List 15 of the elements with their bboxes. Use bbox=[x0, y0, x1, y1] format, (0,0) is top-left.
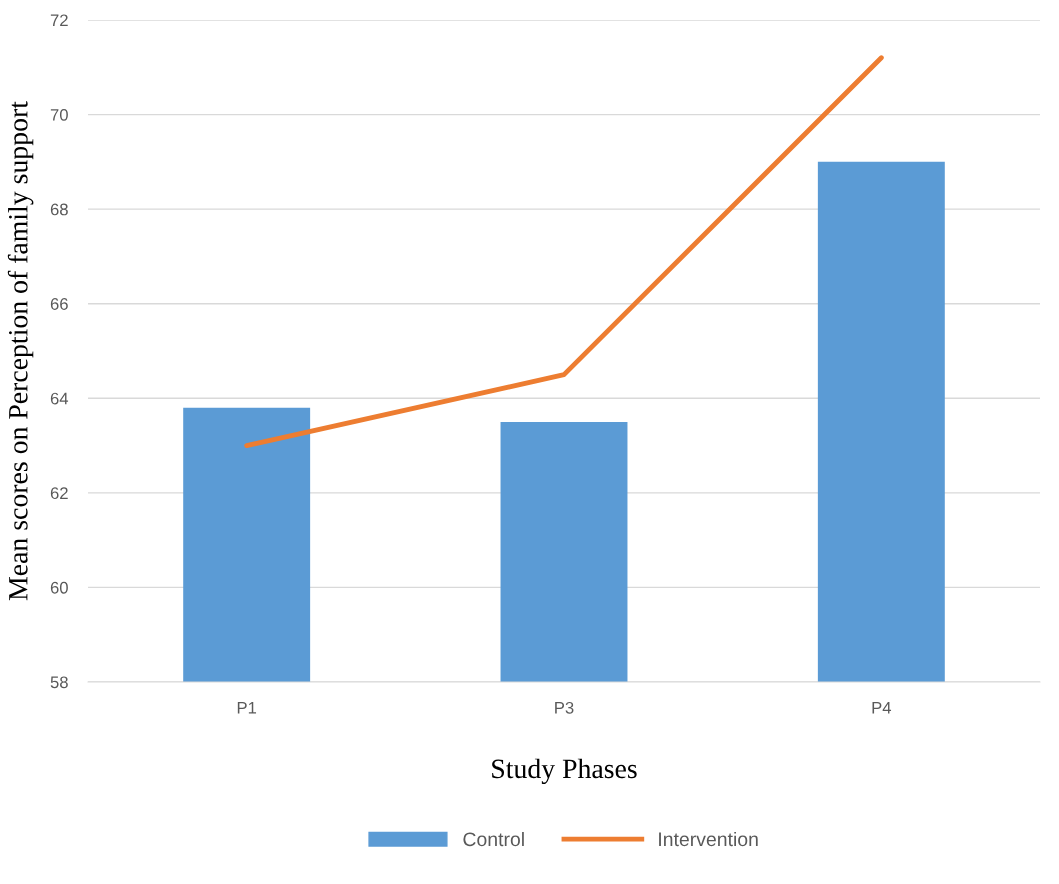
x-tick-label: P4 bbox=[872, 702, 892, 714]
x-tick-label: P1 bbox=[237, 702, 257, 714]
x-tick-label: P3 bbox=[555, 701, 574, 714]
y-tick-label: 64 bbox=[50, 392, 69, 405]
legend-label: Intervention bbox=[659, 831, 758, 847]
x-axis-title: Study Phases bbox=[492, 758, 637, 784]
y-tick-label: 68 bbox=[50, 203, 68, 216]
y-tick-label: 70 bbox=[50, 108, 68, 121]
y-tick-label: 72 bbox=[50, 14, 68, 27]
legend-label: Control bbox=[463, 831, 524, 847]
y-axis-title: Mean scores on Perception of family support bbox=[7, 101, 34, 601]
y-tick-label: 62 bbox=[50, 487, 68, 500]
y-tick-label: 66 bbox=[50, 298, 68, 310]
y-tick-label: 58 bbox=[50, 676, 68, 689]
y-tick-label: 60 bbox=[50, 581, 68, 594]
